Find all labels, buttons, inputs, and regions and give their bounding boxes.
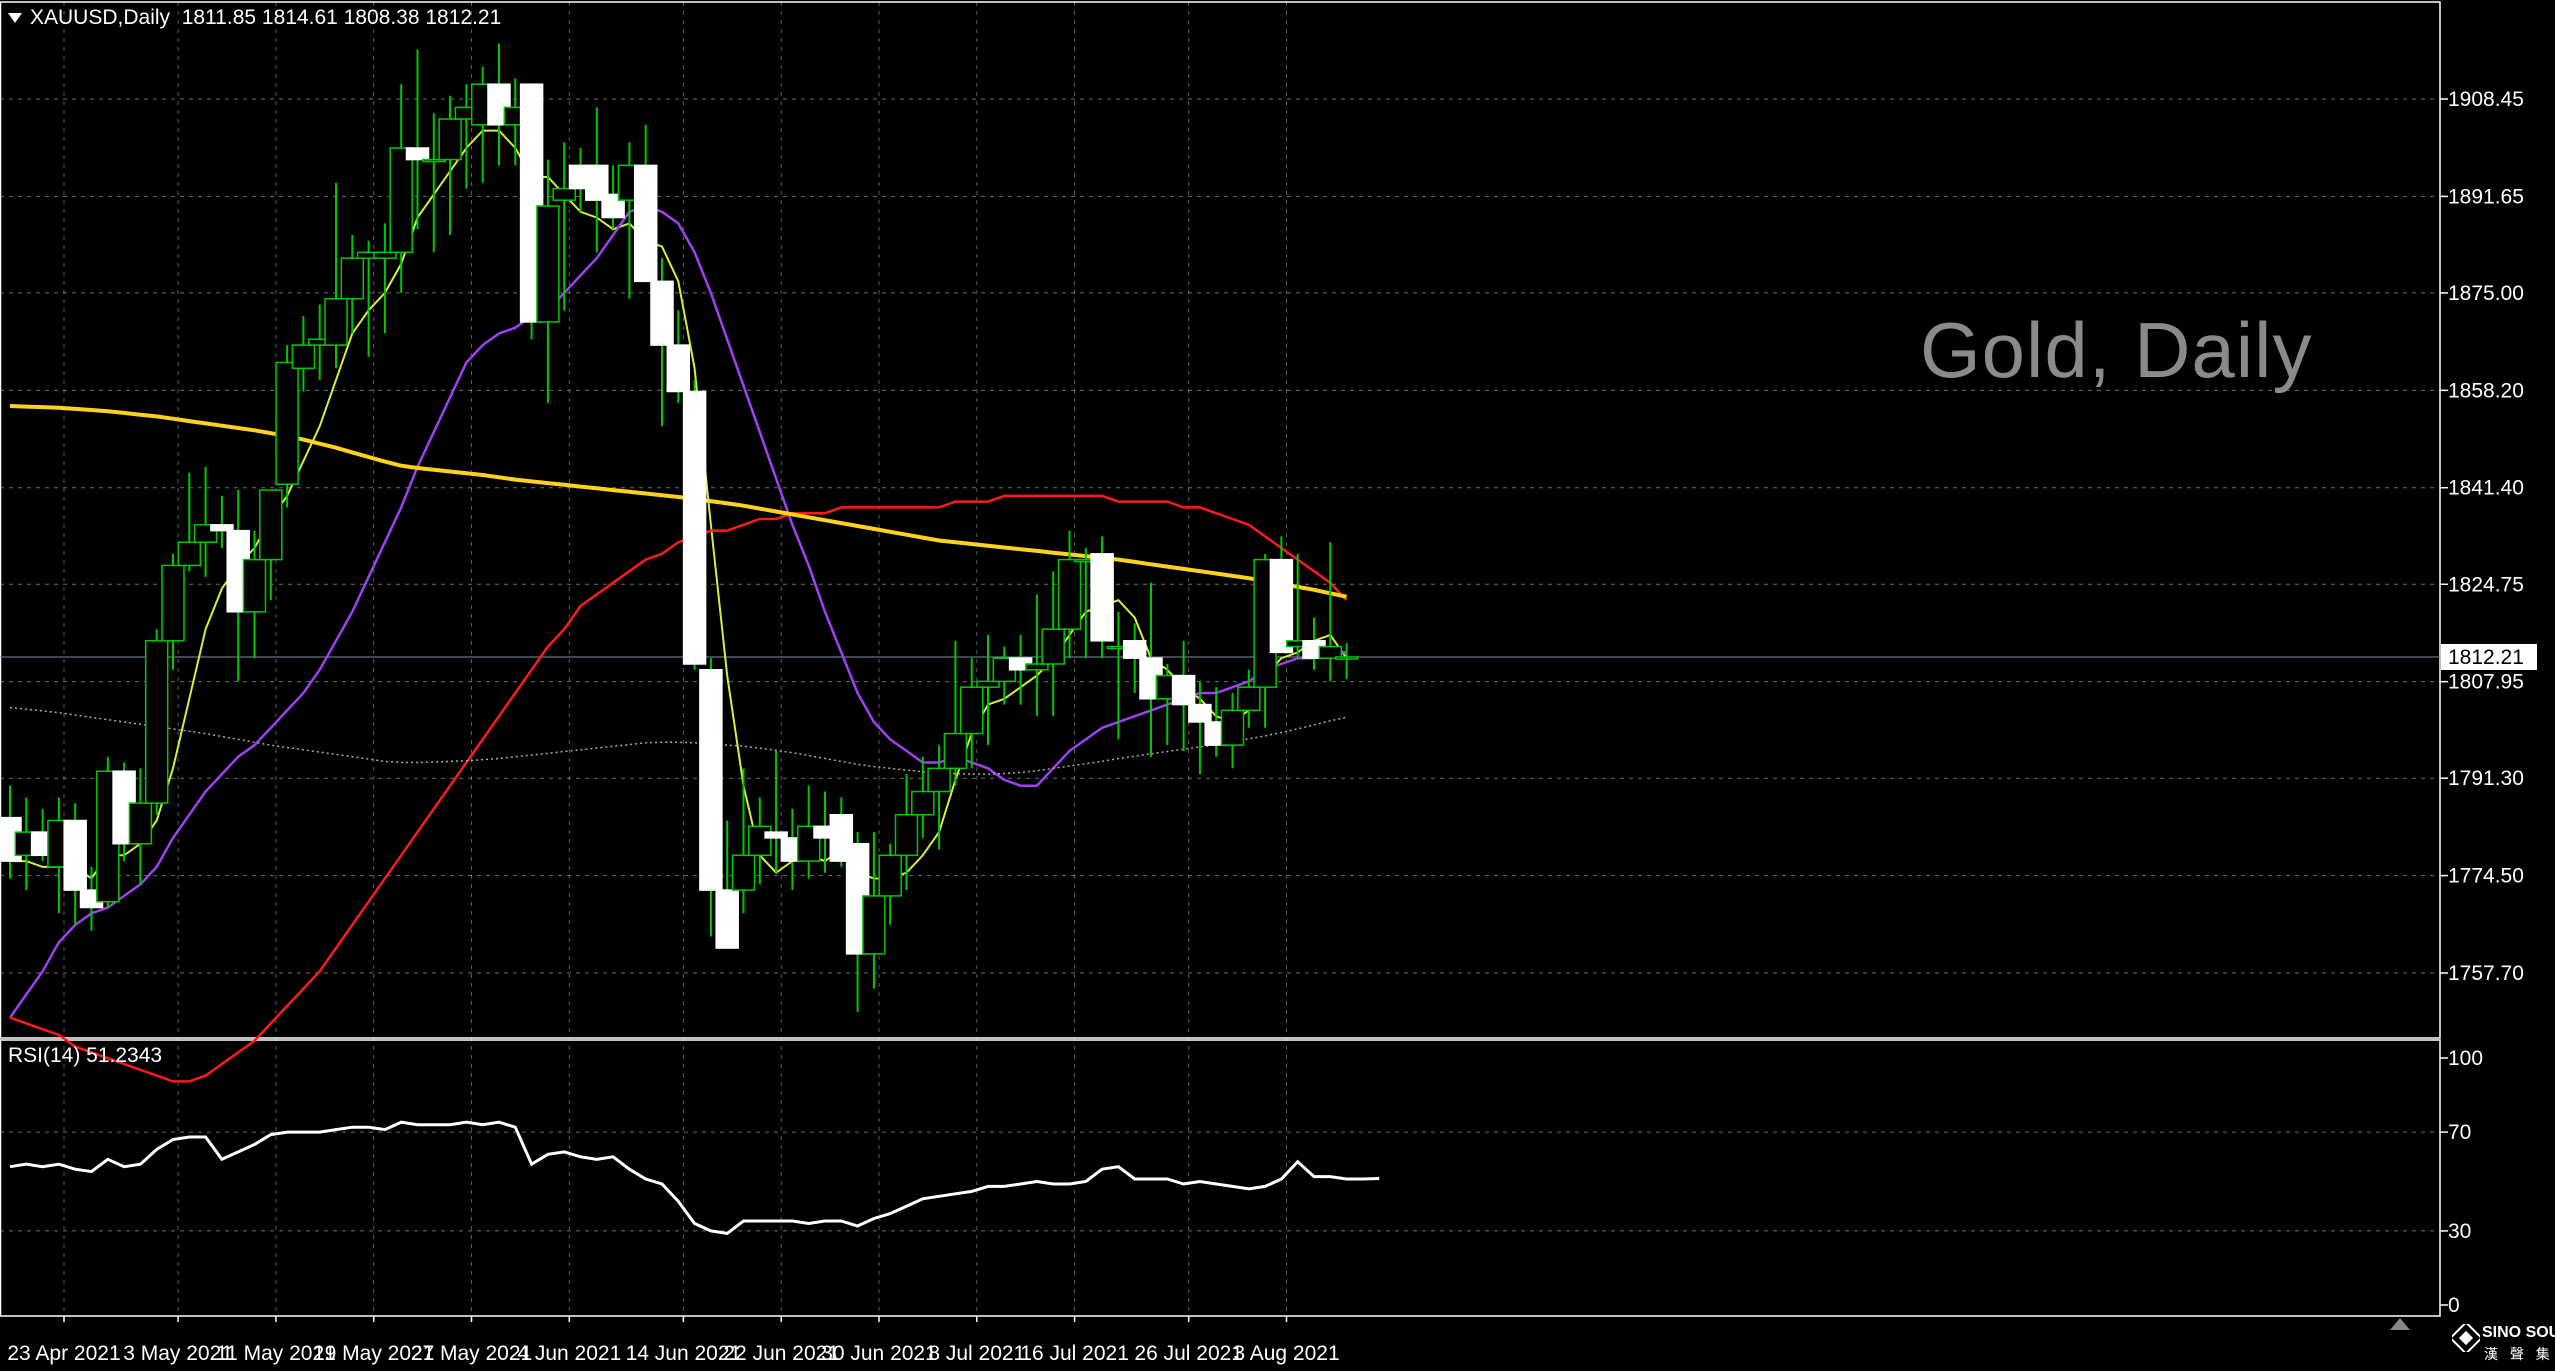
candle-body-bull — [291, 344, 316, 370]
date-tick-label: 4 Jun 2021 — [517, 1342, 621, 1365]
chart-watermark: Gold, Daily — [1920, 306, 2313, 394]
price-tick-label: 1824.75 — [2448, 573, 2524, 596]
rsi-tick-label: 0 — [2448, 1294, 2460, 1317]
candle-body-bull — [177, 541, 202, 567]
symbol-label: XAUUSD,Daily — [30, 6, 171, 29]
rsi-pane-border — [0, 1039, 2441, 1317]
current-price-label-box — [2441, 643, 2537, 670]
candle-body-bull — [438, 118, 462, 161]
candle-body-bull — [389, 147, 413, 254]
candle-body-bull — [161, 564, 185, 642]
logo-name: SINO SOUND — [2482, 1324, 2555, 1341]
candle-body-bull — [340, 257, 365, 300]
rsi-line — [9, 1120, 1380, 1235]
date-tick-label: 11 May 2021 — [216, 1342, 336, 1365]
date-tick-label: 27 May 2021 — [411, 1342, 532, 1365]
candle-body-bull — [1041, 628, 1065, 665]
price-tick-label: 1774.50 — [2448, 865, 2524, 888]
candle-body-bear — [682, 390, 707, 665]
date-tick-label: 30 Jun 2021 — [821, 1342, 937, 1365]
price-tick-label: 1841.40 — [2448, 477, 2524, 500]
candle-body-bull — [943, 732, 968, 770]
candle-body-bull — [927, 767, 951, 793]
candle-body-bull — [1318, 645, 1343, 659]
date-tick-label: 3 May 2021 — [123, 1342, 233, 1365]
chart-header: XAUUSD,Daily 1811.85 1814.61 1808.38 181… — [8, 6, 501, 30]
logo-mark-icon — [2452, 1324, 2480, 1352]
price-tick-label: 1858.20 — [2448, 379, 2524, 402]
date-tick-label: 26 Jul 2021 — [1134, 1342, 1243, 1365]
candle-body-bull — [862, 895, 886, 955]
candle-body-bull — [373, 251, 397, 259]
price-tick-label: 1875.00 — [2448, 282, 2524, 305]
candle-body-bull — [324, 297, 348, 346]
candle-body-bull — [144, 640, 169, 804]
rsi-tick-label: 70 — [2448, 1121, 2471, 1144]
candle-body-bull — [894, 813, 919, 857]
candle-body-bull — [1334, 656, 1359, 660]
candle-body-bull — [422, 158, 446, 163]
candle-body-bear — [1090, 553, 1114, 642]
price-tick-label: 1757.70 — [2448, 962, 2524, 985]
candle-body-bull — [976, 680, 1000, 688]
date-tick-label: 14 Jun 2021 — [626, 1342, 742, 1365]
candle-body-bull — [536, 205, 560, 323]
chart-shift-marker-icon[interactable] — [2390, 1318, 2410, 1330]
candle-body-bull — [1220, 709, 1245, 746]
rsi-tick-label: 30 — [2448, 1220, 2471, 1243]
current-price-label: 1812.21 — [2448, 646, 2524, 669]
candle-body-bear — [699, 669, 723, 891]
candle-body-bull — [128, 802, 153, 845]
price-tick-label: 1891.65 — [2448, 185, 2524, 208]
candle-body-bear — [1171, 674, 1196, 706]
candle-body-bear — [1269, 558, 1294, 654]
candle-body-bull — [878, 854, 902, 897]
candle-body-bull — [552, 187, 576, 201]
ma-mid-line — [8, 204, 1347, 1019]
candle-body-bear — [210, 524, 234, 532]
candle-body-bear — [764, 831, 788, 839]
date-tick-label: 22 Jun 2021 — [723, 1342, 839, 1365]
sino-sound-logo: SINO SOUND 漢 聲 集 團 — [2452, 1318, 2555, 1370]
date-tick-label: 23 Apr 2021 — [7, 1342, 120, 1365]
price-tick-label: 1908.45 — [2448, 88, 2524, 111]
candle-body-bear — [1188, 703, 1212, 723]
candle-body-bull — [275, 361, 299, 486]
candle-body-bull — [1057, 558, 1082, 630]
date-tick-label: 16 Jul 2021 — [1020, 1342, 1129, 1365]
candle-body-bull — [1025, 663, 1049, 671]
date-tick-label: 19 May 2021 — [313, 1342, 434, 1365]
candle-body-bull — [731, 854, 756, 891]
price-tick-label: 1807.95 — [2448, 671, 2524, 694]
date-tick-label: 8 Jul 2021 — [928, 1342, 1025, 1365]
candle-body-bull — [1237, 686, 1261, 712]
candle-body-bull — [748, 825, 772, 857]
ohlc-values: 1811.85 1814.61 1808.38 1812.21 — [181, 6, 502, 29]
collapse-triangle-icon[interactable] — [8, 13, 22, 24]
date-tick-label: 3 Aug 2021 — [1233, 1342, 1339, 1365]
candle-body-bull — [959, 686, 984, 735]
ma-dotted-line — [9, 706, 1347, 775]
candle-body-bear — [650, 280, 674, 346]
candle-body-bear — [633, 164, 658, 283]
logo-subtitle: 漢 聲 集 團 — [2484, 1346, 2555, 1362]
candle-body-bear — [715, 889, 739, 949]
rsi-header: RSI(14) 51.2343 — [8, 1044, 163, 1067]
candle-body-bull — [259, 489, 283, 561]
candle-body-bull — [242, 558, 267, 613]
candle-body-bear — [666, 344, 691, 393]
rsi-tick-label: 100 — [2448, 1047, 2483, 1070]
candle-body-bear — [405, 147, 430, 161]
candle-body-bear — [585, 164, 609, 201]
price-pane-border — [0, 1, 2441, 1039]
price-tick-label: 1791.30 — [2448, 767, 2524, 790]
candle-body-bear — [1122, 640, 1147, 659]
ma-slow-line — [9, 494, 1348, 1083]
ma-200-line — [9, 404, 1348, 599]
candle-body-bull — [911, 790, 935, 816]
candle-body-bear — [63, 819, 87, 891]
